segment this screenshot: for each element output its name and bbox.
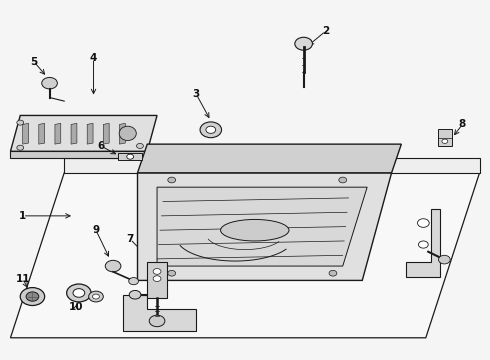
Polygon shape <box>64 158 480 173</box>
Ellipse shape <box>119 126 136 140</box>
Polygon shape <box>103 123 109 144</box>
Text: 3: 3 <box>193 89 200 99</box>
Text: 1: 1 <box>19 211 26 221</box>
Circle shape <box>206 126 216 134</box>
Circle shape <box>42 77 57 89</box>
Circle shape <box>168 270 175 276</box>
Circle shape <box>200 122 221 138</box>
Polygon shape <box>23 123 28 144</box>
Circle shape <box>17 120 24 125</box>
Circle shape <box>168 177 175 183</box>
Polygon shape <box>147 262 167 298</box>
Text: 11: 11 <box>15 274 30 284</box>
Ellipse shape <box>220 220 289 241</box>
Circle shape <box>295 37 313 50</box>
Circle shape <box>137 143 144 148</box>
Circle shape <box>73 289 85 297</box>
Text: 10: 10 <box>69 302 84 312</box>
Polygon shape <box>10 151 147 158</box>
Text: 6: 6 <box>97 141 104 151</box>
Circle shape <box>89 291 103 302</box>
Circle shape <box>129 291 141 299</box>
Text: 7: 7 <box>126 234 134 244</box>
Circle shape <box>93 294 99 299</box>
Circle shape <box>442 139 448 143</box>
Polygon shape <box>39 123 45 144</box>
Circle shape <box>20 288 45 306</box>
Circle shape <box>105 260 121 272</box>
Polygon shape <box>138 144 401 173</box>
Text: 5: 5 <box>30 57 38 67</box>
Polygon shape <box>138 173 392 280</box>
Circle shape <box>127 154 134 159</box>
Polygon shape <box>87 123 93 144</box>
Polygon shape <box>157 187 367 266</box>
Circle shape <box>418 241 428 248</box>
Circle shape <box>153 276 161 282</box>
Circle shape <box>17 145 24 150</box>
Circle shape <box>329 270 337 276</box>
FancyBboxPatch shape <box>438 130 452 146</box>
Circle shape <box>417 219 429 227</box>
Polygon shape <box>123 295 196 330</box>
Polygon shape <box>406 209 441 277</box>
Circle shape <box>149 315 165 327</box>
Circle shape <box>439 255 450 264</box>
Polygon shape <box>71 123 77 144</box>
Text: 2: 2 <box>322 26 329 36</box>
Text: 8: 8 <box>459 120 466 129</box>
Polygon shape <box>55 123 61 144</box>
Polygon shape <box>10 173 480 338</box>
Text: 4: 4 <box>90 53 97 63</box>
Polygon shape <box>10 116 157 151</box>
Circle shape <box>153 269 161 274</box>
Text: 9: 9 <box>93 225 99 235</box>
Circle shape <box>129 278 139 285</box>
Polygon shape <box>118 153 143 160</box>
Polygon shape <box>120 123 125 144</box>
Circle shape <box>26 292 39 301</box>
Circle shape <box>339 177 346 183</box>
Circle shape <box>67 284 91 302</box>
